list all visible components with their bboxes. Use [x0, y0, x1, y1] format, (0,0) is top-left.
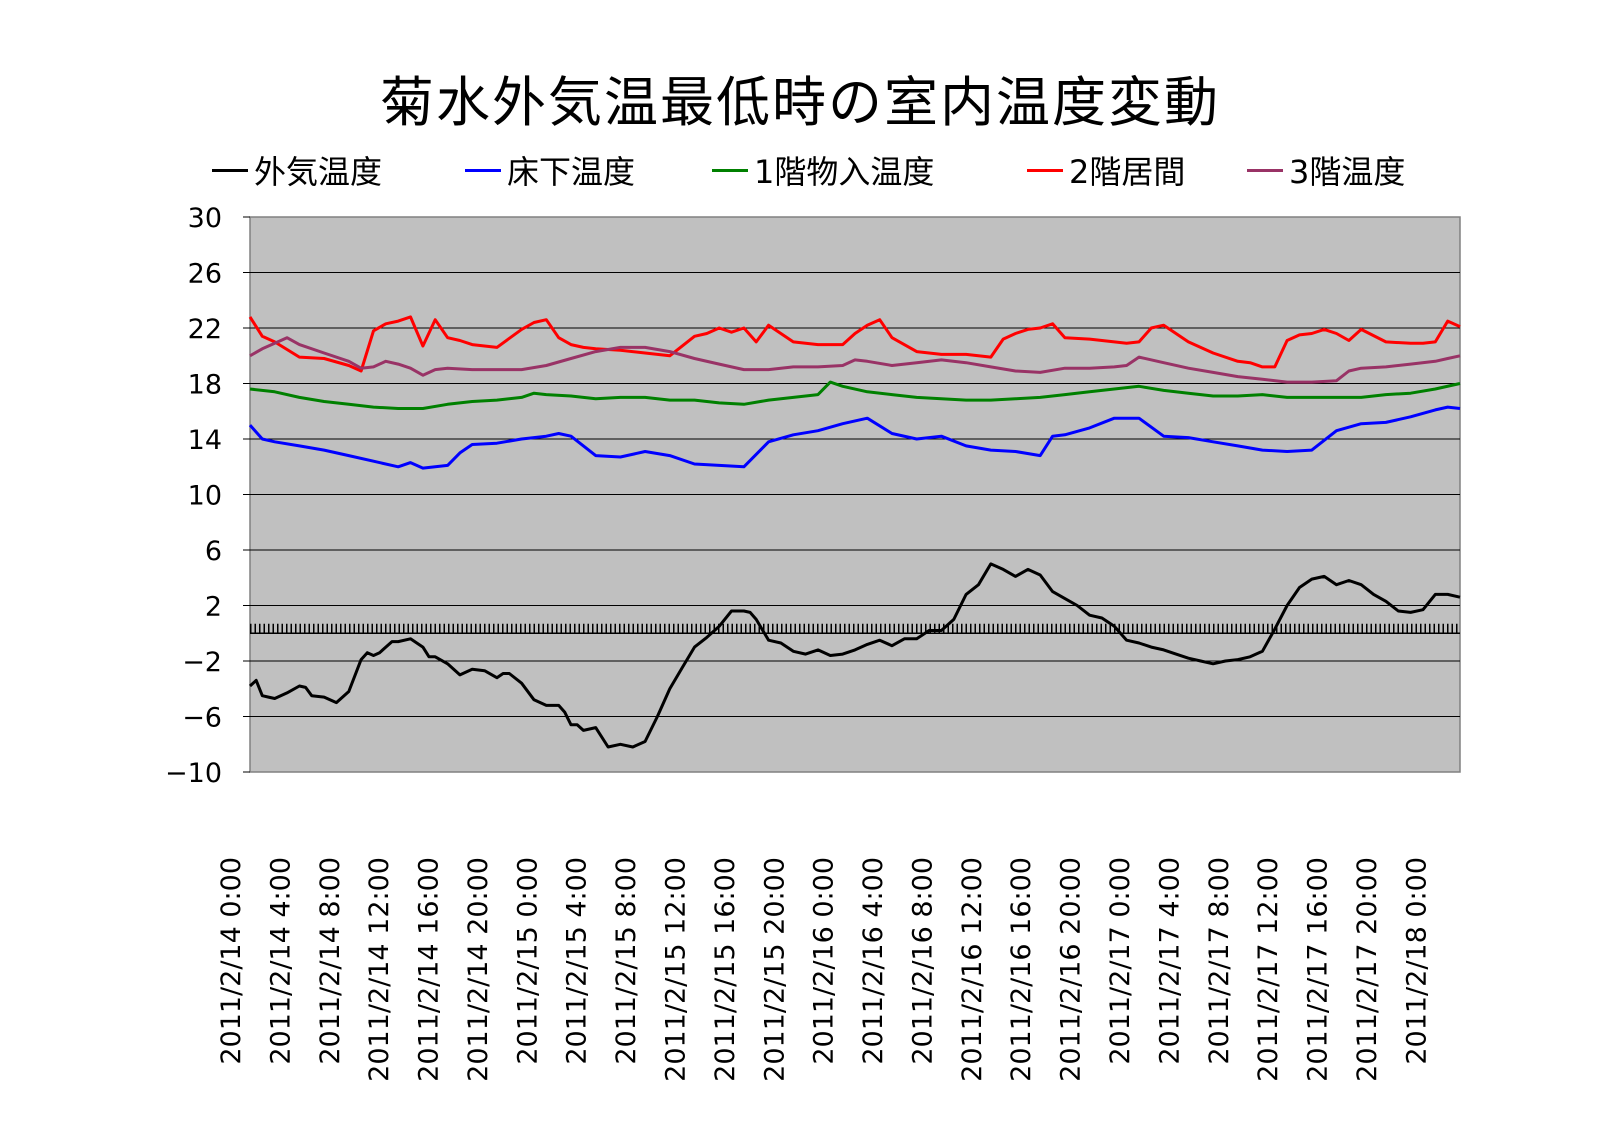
x-tick: 2011/2/17 0:00	[1105, 857, 1136, 1065]
series-line-2	[248, 405, 1461, 470]
x-tick: 2011/2/18 0:00	[1401, 857, 1432, 1065]
legend-item-5: 3階温度	[1247, 148, 1405, 192]
y-tick-label: 2	[205, 592, 222, 623]
zero-line	[250, 623, 1460, 634]
x-tick-label: 2011/2/16 4:00	[858, 857, 889, 1065]
x-tick-label: 2011/2/14 16:00	[414, 857, 445, 1082]
legend-label: 外気温度	[254, 153, 383, 191]
x-tick-label: 2011/2/17 4:00	[1154, 857, 1185, 1065]
legend-label: 1階物入温度	[754, 153, 935, 191]
x-tick: 2011/2/16 4:00	[858, 857, 889, 1065]
y-tick-label: −6	[182, 703, 222, 734]
y-tick-label: −2	[182, 647, 222, 678]
x-tick-label: 2011/2/14 20:00	[463, 857, 494, 1082]
legend-label: 3階温度	[1289, 153, 1406, 191]
x-tick-label: 2011/2/16 8:00	[907, 857, 938, 1065]
legend-item-2: 床下温度	[465, 148, 635, 192]
x-tick: 2011/2/14 4:00	[265, 857, 296, 1065]
y-tick-label: 22	[188, 314, 222, 345]
gridlines	[250, 272, 1460, 717]
x-tick: 2011/2/17 4:00	[1154, 857, 1185, 1065]
x-tick-label: 2011/2/14 8:00	[315, 857, 346, 1065]
x-tick-label: 2011/2/17 8:00	[1204, 857, 1235, 1065]
x-tick-label: 2011/2/14 12:00	[364, 857, 395, 1082]
chart-title: 菊水外気温最低時の室内温度変動	[380, 71, 1220, 134]
legend-swatch	[712, 168, 748, 172]
x-tick-label: 2011/2/17 20:00	[1352, 857, 1383, 1082]
legend-item-1: 外気温度	[212, 148, 382, 192]
y-tick-label: 26	[188, 259, 222, 290]
x-tick-label: 2011/2/17 16:00	[1303, 857, 1334, 1082]
x-tick: 2011/2/15 0:00	[512, 857, 543, 1065]
x-tick: 2011/2/16 8:00	[907, 857, 938, 1065]
x-tick: 2011/2/16 12:00	[957, 857, 988, 1082]
x-tick: 2011/2/16 20:00	[1056, 857, 1087, 1082]
legend-label: 2階居間	[1069, 153, 1186, 191]
x-tick-label: 2011/2/18 0:00	[1401, 857, 1432, 1065]
x-tick-label: 2011/2/15 16:00	[710, 857, 741, 1082]
x-tick-label: 2011/2/15 12:00	[661, 857, 692, 1082]
x-tick-label: 2011/2/14 0:00	[216, 857, 247, 1065]
x-tick-label: 2011/2/15 4:00	[562, 857, 593, 1065]
x-tick: 2011/2/14 8:00	[315, 857, 346, 1065]
x-tick: 2011/2/14 16:00	[414, 857, 445, 1082]
x-tick-label: 2011/2/15 8:00	[611, 857, 642, 1065]
series-line-4	[248, 315, 1461, 373]
x-tick-label: 2011/2/16 20:00	[1056, 857, 1087, 1082]
x-tick-label: 2011/2/16 0:00	[809, 857, 840, 1065]
x-tick-label: 2011/2/15 20:00	[759, 857, 790, 1082]
x-axis-ticks: 2011/2/14 0:00 2011/2/14 4:00 2011/2/14 8:…	[216, 857, 1432, 1082]
x-tick: 2011/2/17 12:00	[1253, 857, 1284, 1082]
legend-swatch	[1027, 168, 1063, 172]
x-tick: 2011/2/16 0:00	[809, 857, 840, 1065]
series-line-1	[248, 562, 1461, 749]
legend: 外気温度 床下温度 1階物入温度 2階居間 3階温度	[0, 148, 1600, 192]
x-tick: 2011/2/17 20:00	[1352, 857, 1383, 1082]
legend-item-3: 1階物入温度	[712, 148, 934, 192]
x-tick: 2011/2/15 12:00	[661, 857, 692, 1082]
x-tick: 2011/2/15 8:00	[611, 857, 642, 1065]
legend-item-4: 2階居間	[1027, 148, 1185, 192]
series-line-3	[249, 380, 1461, 410]
x-tick-label: 2011/2/14 4:00	[265, 857, 296, 1065]
x-tick: 2011/2/17 16:00	[1303, 857, 1334, 1082]
y-tick-label: 30	[188, 203, 222, 234]
series-line-5	[249, 336, 1461, 384]
series-lines	[248, 315, 1461, 749]
y-tick-label: −10	[165, 758, 222, 789]
x-tick: 2011/2/14 12:00	[364, 857, 395, 1082]
x-tick: 2011/2/14 0:00	[216, 857, 247, 1065]
x-tick: 2011/2/14 20:00	[463, 857, 494, 1082]
x-tick-label: 2011/2/17 0:00	[1105, 857, 1136, 1065]
legend-swatch	[1247, 168, 1283, 172]
y-tick-label: 6	[205, 536, 222, 567]
x-tick-label: 2011/2/16 16:00	[1006, 857, 1037, 1082]
x-tick: 2011/2/16 16:00	[1006, 857, 1037, 1082]
y-tick-label: 18	[188, 370, 222, 401]
x-tick: 2011/2/15 20:00	[759, 857, 790, 1082]
x-tick-label: 2011/2/15 0:00	[512, 857, 543, 1065]
x-tick-label: 2011/2/17 12:00	[1253, 857, 1284, 1082]
legend-swatch	[212, 168, 248, 172]
x-tick: 2011/2/17 8:00	[1204, 857, 1235, 1065]
y-tick-label: 14	[188, 425, 222, 456]
legend-swatch	[465, 168, 501, 172]
x-tick: 2011/2/15 4:00	[562, 857, 593, 1065]
legend-label: 床下温度	[507, 153, 636, 191]
x-tick: 2011/2/15 16:00	[710, 857, 741, 1082]
y-tick-label: 10	[188, 481, 222, 512]
x-tick-label: 2011/2/16 12:00	[957, 857, 988, 1082]
